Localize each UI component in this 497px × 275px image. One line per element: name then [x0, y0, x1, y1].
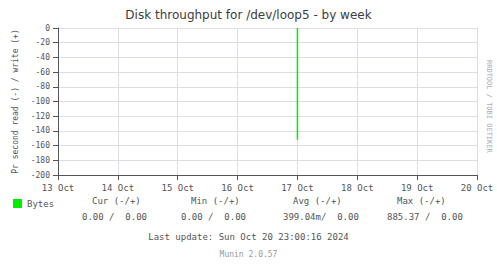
svg-text:Avg (-/+): Avg (-/+) — [293, 196, 342, 206]
svg-text:19 Oct: 19 Oct — [401, 183, 434, 193]
svg-text:14 Oct: 14 Oct — [102, 183, 135, 193]
svg-text:Last update: Sun Oct 20 23:00:: Last update: Sun Oct 20 23:00:16 2024 — [148, 232, 348, 242]
svg-text:-140: -140 — [31, 126, 50, 135]
svg-text:0.00 / 0.00: 0.00 / 0.00 — [181, 212, 246, 222]
svg-text:15 Oct: 15 Oct — [161, 183, 194, 193]
svg-text:-20: -20 — [36, 38, 51, 47]
svg-text:Max (-/+): Max (-/+) — [397, 196, 446, 206]
svg-text:13 Oct: 13 Oct — [42, 183, 75, 193]
svg-text:-160: -160 — [31, 141, 50, 150]
svg-text:Bytes: Bytes — [27, 199, 54, 209]
svg-text:-60: -60 — [36, 68, 51, 77]
svg-text:0: 0 — [45, 24, 50, 33]
svg-text:399.04m/ 0.00: 399.04m/ 0.00 — [283, 212, 359, 222]
svg-text:-40: -40 — [36, 53, 51, 62]
svg-text:-180: -180 — [31, 156, 50, 165]
svg-text:-200: -200 — [31, 171, 50, 180]
svg-text:17 Oct: 17 Oct — [281, 183, 314, 193]
svg-text:-120: -120 — [31, 112, 50, 121]
svg-text:885.37 / 0.00: 885.37 / 0.00 — [387, 212, 463, 222]
svg-text:-80: -80 — [36, 82, 51, 91]
svg-text:Cur (-/+): Cur (-/+) — [92, 196, 141, 206]
svg-text:Min (-/+): Min (-/+) — [191, 196, 240, 206]
svg-text:18 Oct: 18 Oct — [341, 183, 374, 193]
svg-text:RRDTOOL / TOBI OETIKER: RRDTOOL / TOBI OETIKER — [485, 60, 493, 154]
svg-text:20 Oct: 20 Oct — [461, 183, 494, 193]
svg-text:-100: -100 — [31, 97, 50, 106]
svg-text:Disk throughput for /dev/loop5: Disk throughput for /dev/loop5 - by week — [125, 8, 371, 22]
svg-text:0.00 / 0.00: 0.00 / 0.00 — [82, 212, 147, 222]
svg-text:16 Oct: 16 Oct — [221, 183, 254, 193]
svg-text:Pr second read (-) / write (+): Pr second read (-) / write (+) — [11, 29, 20, 174]
svg-text:Munin 2.0.57: Munin 2.0.57 — [220, 250, 278, 259]
